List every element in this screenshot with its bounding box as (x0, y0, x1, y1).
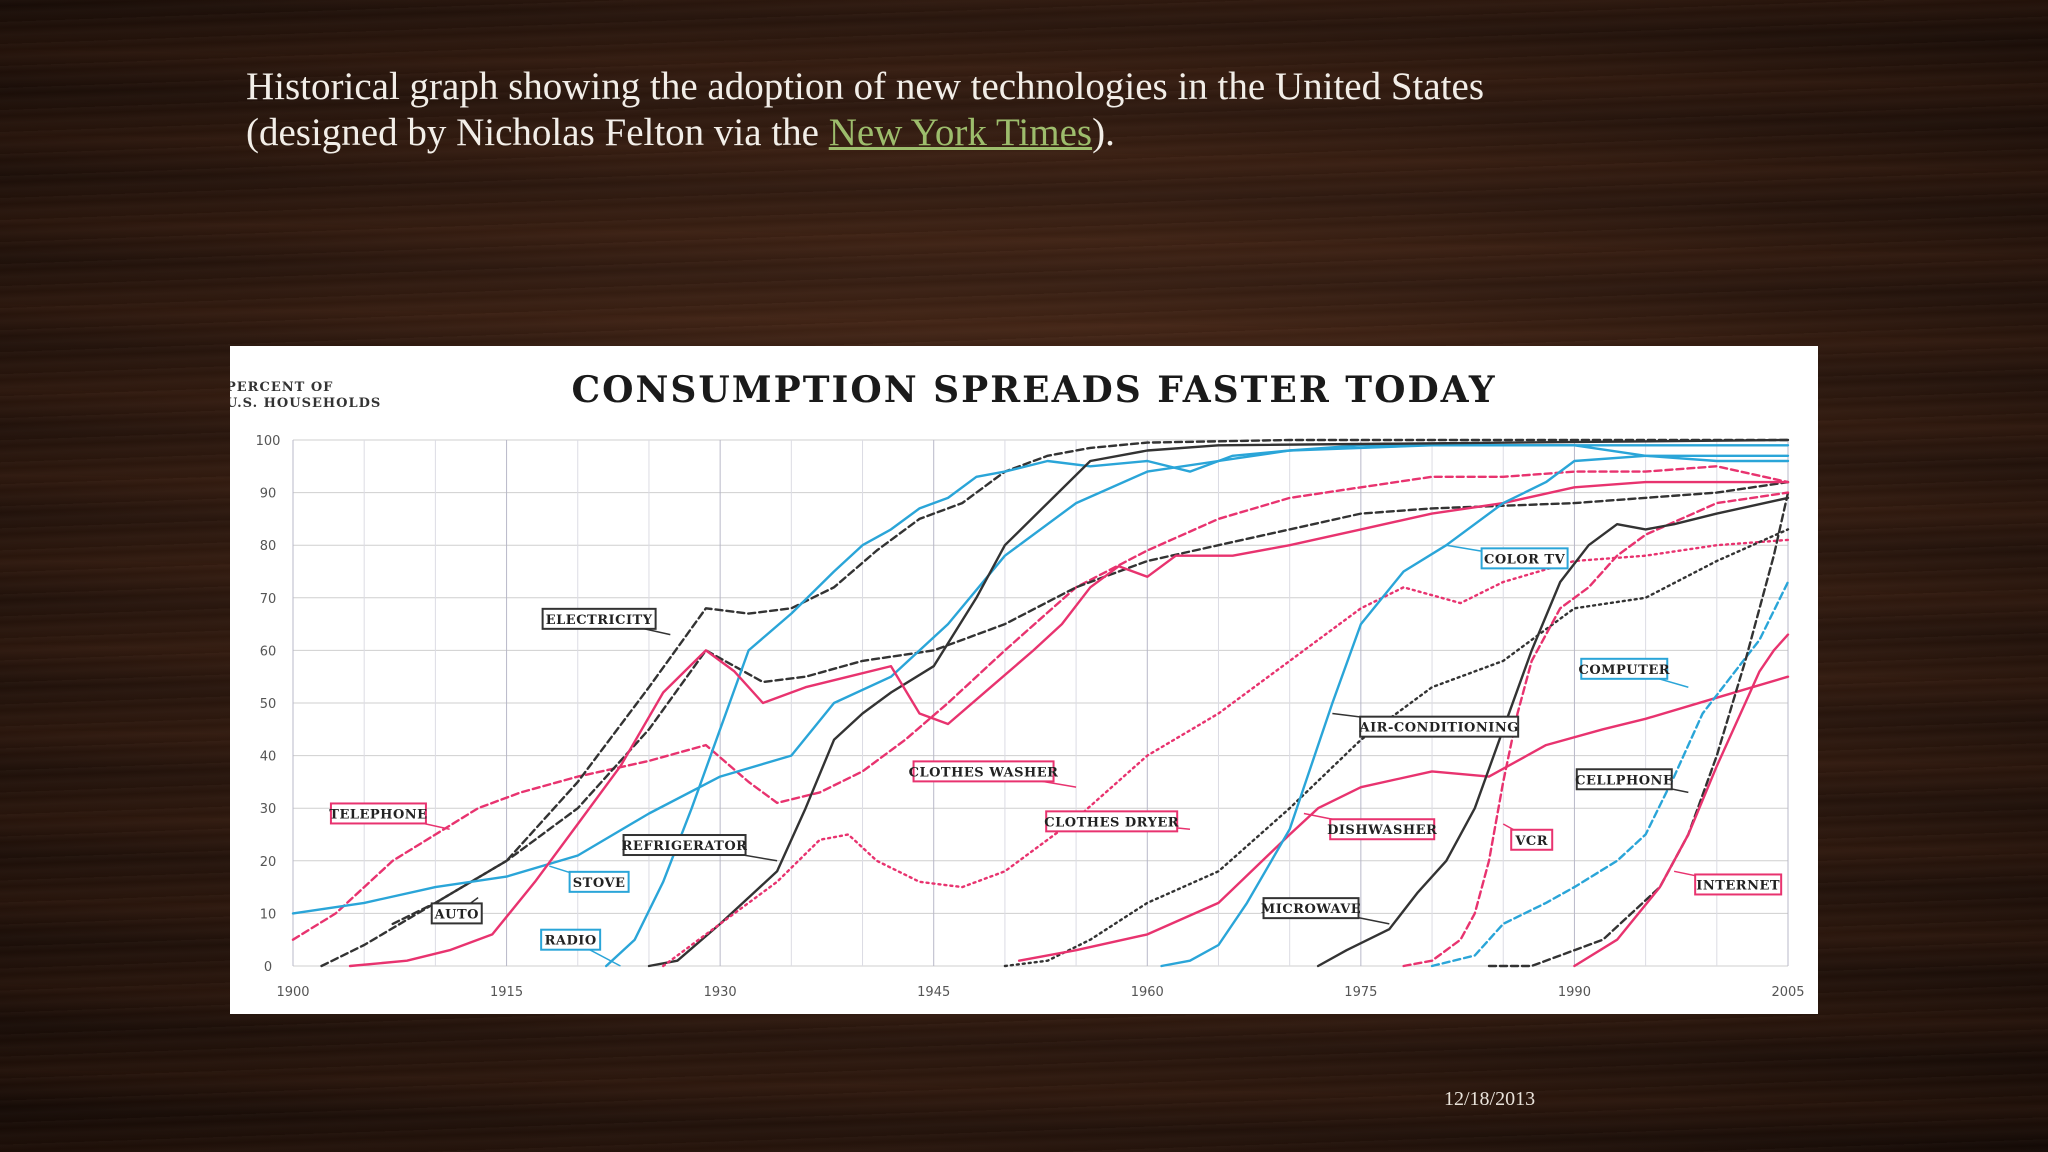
y-tick-label: 90 (260, 487, 277, 502)
series-label-vcr: VCR (1502, 823, 1554, 851)
series-line-telephone (291, 465, 1790, 941)
series-label-clothes-washer: CLOTHES WASHER (909, 760, 1077, 788)
label-box (1694, 873, 1783, 896)
slide-date: 12/18/2013 (1444, 1088, 1536, 1110)
series-line-internet (1573, 633, 1790, 968)
label-text: AIR-CONDITIONING (1359, 721, 1519, 736)
x-tick-label: 1975 (1344, 985, 1377, 1000)
series-label-auto: AUTO (430, 897, 483, 925)
series-labels: TELEPHONE ELECTRICITY AUTO STOVE RADIO REFRIG… (329, 544, 1783, 967)
label-box (912, 760, 1055, 783)
series-label-telephone: TELEPHONE (329, 802, 450, 830)
label-text: COMPUTER (1578, 663, 1670, 678)
x-tick-label: 1915 (490, 985, 523, 1000)
label-text: TELEPHONE (329, 807, 427, 822)
label-text: CELLPHONE (1575, 773, 1673, 788)
label-text: REFRIGERATOR (622, 839, 748, 854)
axes: 0 10 20 30 40 50 60 70 80 90 100 1900 1915 1930 1945 19… (256, 434, 1805, 1000)
slide-caption: Historical graph showing the adoption of… (246, 64, 1746, 156)
series-lines (291, 438, 1790, 968)
grid (292, 439, 1789, 967)
series-line-color-tv (1160, 454, 1790, 968)
series-line-cellphone (1487, 491, 1790, 968)
y-tick-label: 60 (260, 644, 277, 659)
series-line-radio (605, 444, 1790, 968)
caption-line-1: Historical graph showing the adoption of… (246, 65, 1485, 108)
label-box (1329, 818, 1436, 841)
series-label-cellphone: CELLPHONE (1575, 768, 1689, 794)
y-tick-label: 70 (260, 592, 277, 607)
x-tick-label: 1930 (704, 985, 737, 1000)
label-text: STOVE (573, 876, 626, 891)
label-text: DISHWASHER (1327, 823, 1437, 838)
label-box (1262, 897, 1360, 920)
label-text: MICROWAVE (1261, 902, 1361, 917)
label-box (1480, 547, 1569, 570)
label-box (329, 802, 427, 825)
series-line-computer (1430, 580, 1790, 968)
label-box (1359, 715, 1520, 738)
series-label-internet: INTERNET (1673, 870, 1783, 896)
label-box (430, 902, 483, 925)
label-text: COLOR TV (1484, 552, 1566, 567)
series-line-dishwasher (1017, 675, 1790, 962)
series-label-microwave: MICROWAVE (1261, 897, 1390, 925)
y-tick-label: 100 (256, 434, 281, 449)
x-tick-label: 1960 (1131, 985, 1164, 1000)
y-tick-label: 10 (260, 907, 277, 922)
label-text: INTERNET (1696, 878, 1780, 893)
y-tick-label: 30 (260, 802, 277, 817)
label-text: ELECTRICITY (546, 613, 653, 628)
series-line-air-conditioning (1003, 528, 1790, 968)
series-label-radio: RADIO (540, 928, 621, 967)
new-york-times-link[interactable]: New York Times (828, 111, 1093, 154)
label-text: VCR (1514, 834, 1548, 849)
y-axis-label-line-2: U.S. HOUSEHOLDS (230, 396, 381, 411)
series-label-clothes-dryer: CLOTHES DRYER (1044, 810, 1191, 833)
series-line-vcr (1402, 491, 1790, 968)
label-box (541, 607, 657, 630)
series-line-refrigerator (647, 438, 1790, 968)
series-label-computer: COMPUTER (1578, 657, 1689, 688)
y-tick-label: 40 (260, 750, 277, 765)
label-box (540, 928, 602, 951)
series-label-stove: STOVE (549, 865, 630, 893)
y-tick-label: 20 (260, 855, 277, 870)
series-line-clothes-washer (348, 480, 1790, 968)
y-tick-label: 0 (264, 960, 272, 975)
caption-suffix: ). (1092, 111, 1115, 154)
series-label-refrigerator: REFRIGERATOR (622, 834, 778, 862)
y-tick-label: 50 (260, 697, 277, 712)
x-tick-label: 1990 (1558, 985, 1591, 1000)
series-label-electricity: ELECTRICITY (541, 607, 671, 636)
label-box (1045, 810, 1179, 833)
label-box (622, 834, 747, 857)
chart-title: CONSUMPTION SPREADS FASTER TODAY (571, 369, 1496, 411)
x-tick-label: 2005 (1771, 985, 1804, 1000)
y-axis-label-line-1: PERCENT OF (230, 380, 333, 395)
series-label-air-conditioning: AIR-CONDITIONING (1332, 712, 1520, 738)
label-box (1510, 828, 1554, 851)
series-label-dishwasher: DISHWASHER (1303, 812, 1437, 841)
label-box (568, 870, 630, 893)
x-tick-label: 1900 (276, 985, 309, 1000)
label-text: CLOTHES DRYER (1044, 815, 1179, 830)
label-text: RADIO (545, 934, 597, 949)
y-tick-label: 80 (260, 539, 277, 554)
series-line-electricity (391, 438, 1790, 926)
caption-line-2: (designed by Nicholas Felton via the New… (246, 110, 1746, 156)
series-line-stove (291, 444, 1790, 915)
series-label-color-tv: COLOR TV (1446, 544, 1569, 570)
caption-prefix: (designed by Nicholas Felton via the (246, 111, 829, 154)
chart-image: CONSUMPTION SPREADS FASTER TODAY PERCENT… (230, 346, 1818, 1014)
x-tick-label: 1945 (917, 985, 950, 1000)
series-line-microwave (1316, 496, 1790, 968)
label-text: AUTO (434, 907, 479, 922)
label-text: CLOTHES WASHER (909, 765, 1059, 780)
series-line-auto (320, 480, 1790, 968)
series-line-clothes-dryer (662, 538, 1790, 968)
label-box (1575, 768, 1673, 791)
adoption-chart: CONSUMPTION SPREADS FASTER TODAY PERCENT… (230, 369, 1805, 1000)
label-box (1580, 657, 1669, 680)
